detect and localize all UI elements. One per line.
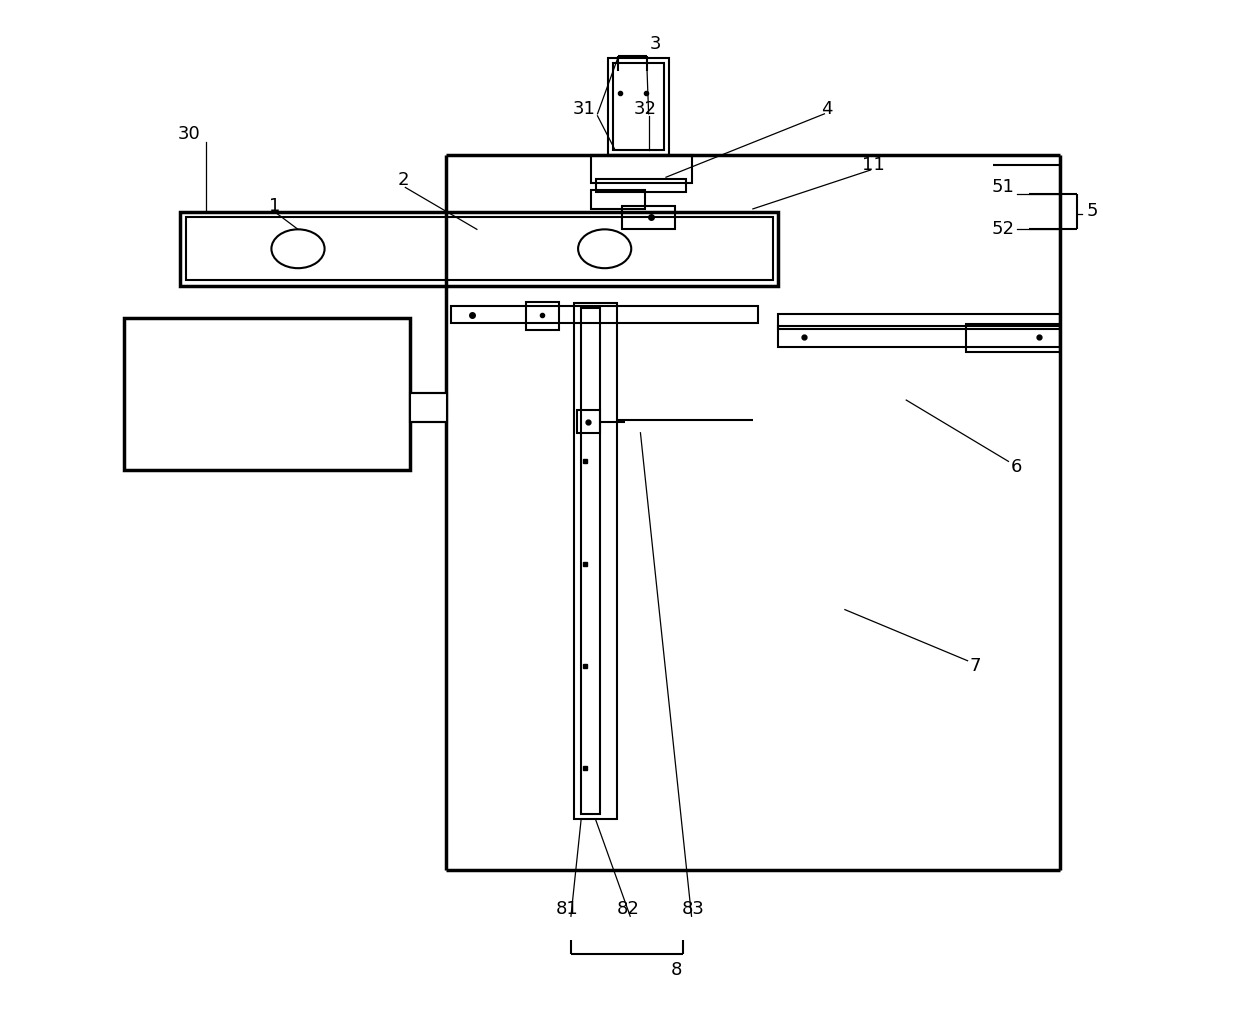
Text: 8: 8: [671, 961, 682, 980]
Text: 6: 6: [1011, 457, 1022, 476]
Text: 11: 11: [862, 156, 885, 174]
Bar: [410, 393, 448, 421]
Bar: [124, 319, 410, 469]
Text: 1: 1: [269, 197, 280, 215]
Bar: [966, 324, 1059, 352]
Bar: [591, 155, 692, 183]
Text: 30: 30: [177, 125, 200, 144]
Bar: [526, 302, 559, 329]
Text: 2: 2: [398, 171, 409, 190]
Text: 5: 5: [1086, 202, 1097, 220]
Text: 32: 32: [634, 99, 657, 118]
Text: 7: 7: [970, 657, 982, 674]
Bar: [613, 63, 663, 150]
Text: 4: 4: [821, 99, 832, 118]
Bar: [574, 303, 618, 819]
Bar: [186, 217, 774, 281]
Bar: [608, 57, 670, 155]
Bar: [577, 410, 600, 433]
Text: 52: 52: [992, 220, 1014, 239]
Bar: [181, 212, 779, 286]
Text: 83: 83: [682, 900, 706, 918]
Text: 51: 51: [992, 178, 1014, 197]
Bar: [596, 179, 687, 192]
Text: 82: 82: [616, 900, 640, 918]
Bar: [451, 306, 758, 324]
Text: 81: 81: [556, 900, 578, 918]
Text: 31: 31: [573, 99, 595, 118]
Text: 3: 3: [650, 35, 661, 53]
Bar: [779, 326, 1059, 346]
Bar: [591, 191, 645, 209]
Bar: [582, 309, 600, 814]
Bar: [779, 315, 1059, 328]
Bar: [622, 206, 676, 230]
